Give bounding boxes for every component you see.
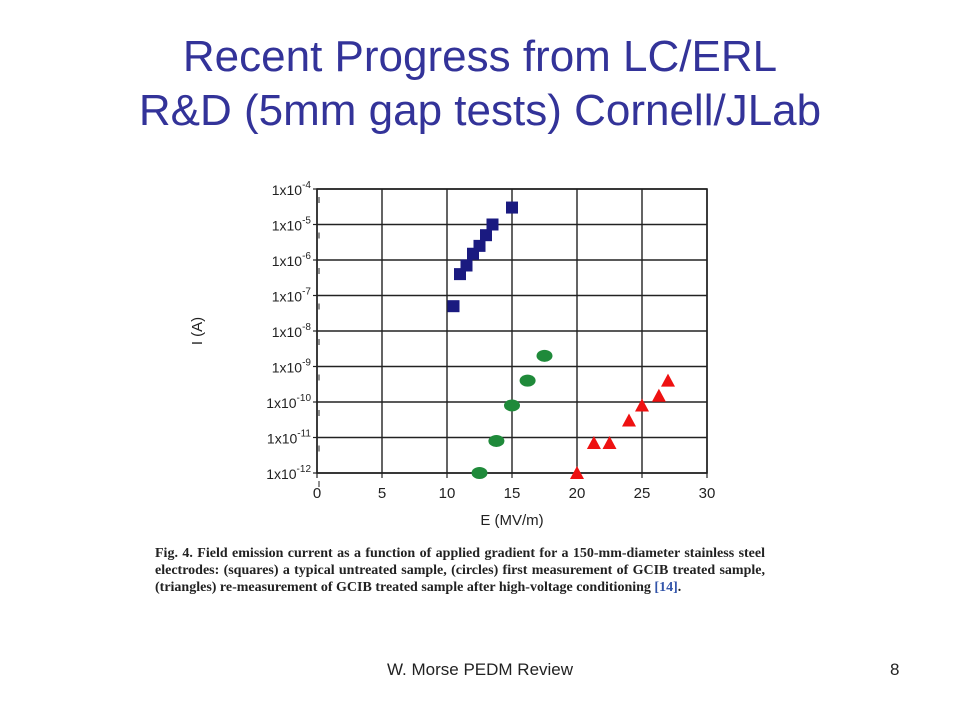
circle-data-point (488, 434, 505, 447)
y-axis-label: I (A) (189, 317, 206, 345)
triangle-data-point (602, 435, 617, 449)
y-tick-label: 1x10-12 (266, 464, 311, 482)
square-data-point (506, 201, 518, 214)
chart-marks (447, 201, 675, 479)
x-axis-label: E (MV/m) (480, 512, 543, 529)
y-tick-label: 1x10-7 (272, 287, 312, 305)
caption-end: . (677, 580, 682, 595)
circle-data-point (471, 467, 488, 479)
y-tick-label: 1x10-11 (267, 429, 312, 447)
x-tick-label: 0 (313, 485, 321, 502)
triangle-data-point (635, 398, 649, 412)
chart-grid (316, 188, 708, 474)
square-data-point (480, 229, 492, 242)
y-tick-label: 1x10-6 (272, 251, 312, 269)
y-tick-label: 1x10-9 (272, 358, 312, 376)
caption-text: Fig. 4. Field emission current as a func… (155, 546, 765, 595)
circle-data-point (504, 399, 520, 412)
square-data-point (447, 300, 460, 313)
footer-text: W. Morse PEDM Review (386, 660, 574, 679)
x-tick-label: 5 (378, 485, 386, 502)
chart-ticks: 0 5 10 15 20 25 30 1x10-12 1x10-11 1x10-10 1x10-9 1… (266, 180, 715, 502)
field-emission-chart: 0 5 10 15 20 25 30 1x10-12 1x10-11 1x10-10 1x10-9 1… (189, 180, 715, 529)
title-line-1: Recent Progress from LC/ERL (182, 32, 778, 81)
page-number: 8 (890, 660, 900, 679)
triangle-data-point (570, 466, 584, 479)
y-tick-label: 1x10-5 (272, 216, 312, 234)
figure-caption: Fig. 4. Field emission current as a func… (155, 545, 765, 596)
triangle-data-point (622, 413, 636, 427)
x-tick-label: 10 (439, 485, 456, 502)
triangle-data-point (586, 435, 601, 449)
x-tick-label: 15 (504, 485, 521, 502)
x-tick-label: 30 (699, 485, 716, 502)
square-data-point (460, 259, 473, 272)
circle-data-point (536, 349, 553, 362)
square-data-point (473, 239, 486, 252)
x-tick-label: 25 (634, 485, 651, 502)
title-line-2: R&D (5mm gap tests) Cornell/JLab (138, 86, 822, 135)
caption-reference-link[interactable]: [14] (654, 580, 678, 595)
square-data-point (486, 218, 499, 231)
slide-title: Recent Progress from LC/ERL R&D (5mm gap… (40, 30, 920, 138)
y-tick-label: 1x10-8 (272, 322, 312, 340)
triangle-data-point (661, 373, 675, 387)
circle-data-point (519, 374, 536, 387)
triangle-data-point (651, 388, 666, 402)
x-tick-label: 20 (569, 485, 586, 502)
y-tick-label: 1x10-4 (272, 180, 312, 198)
y-tick-label: 1x10-10 (266, 393, 311, 411)
